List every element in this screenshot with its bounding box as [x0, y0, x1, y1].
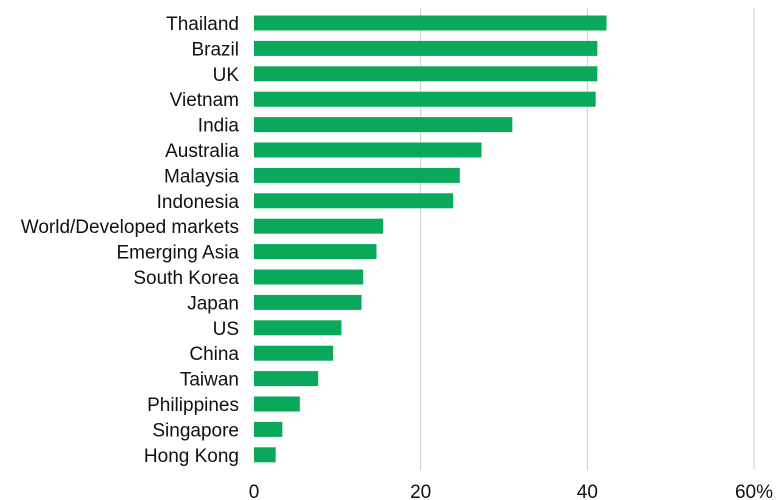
category-label: Malaysia [164, 166, 239, 187]
category-label: Taiwan [180, 370, 239, 391]
bar-vietnam [254, 91, 596, 107]
category-label: India [198, 116, 240, 137]
bar-brazil [254, 40, 598, 56]
category-label: Japan [187, 293, 239, 314]
category-label: China [189, 344, 239, 365]
bar-india [254, 117, 513, 133]
bar-emerging-asia [254, 244, 377, 260]
bar-world-developed-markets [254, 218, 384, 234]
bar-south-korea [254, 269, 364, 285]
x-tick-label: 20 [410, 482, 431, 500]
bar-hong-kong [254, 447, 276, 463]
bar-japan [254, 294, 362, 310]
category-labels: Thailand Brazil UK Vietnam India Australia Mal… [21, 14, 240, 467]
x-tick-label: 60% [735, 482, 773, 500]
gridlines [420, 8, 755, 470]
bar-malaysia [254, 167, 460, 183]
category-label: Brazil [191, 39, 239, 60]
category-label: Emerging Asia [116, 243, 239, 264]
category-label: Hong Kong [144, 446, 239, 467]
bar-philippines [254, 396, 300, 412]
category-label: Philippines [147, 395, 239, 416]
x-tick-label: 40 [577, 482, 598, 500]
category-label: World/Developed markets [21, 217, 239, 238]
category-label: Indonesia [157, 192, 240, 213]
bar-australia [254, 142, 482, 158]
x-axis-tick-labels: 0 20 40 60% [249, 482, 773, 500]
bar-taiwan [254, 371, 319, 387]
bar-indonesia [254, 193, 454, 209]
bar-uk [254, 66, 598, 82]
category-label: South Korea [133, 268, 239, 289]
category-label: UK [213, 65, 240, 86]
bars [254, 15, 607, 463]
bar-us [254, 320, 342, 336]
category-label: Thailand [166, 14, 239, 35]
category-label: US [213, 319, 239, 340]
bar-thailand [254, 15, 607, 31]
x-tick-label: 0 [249, 482, 260, 500]
category-label: Singapore [152, 420, 239, 441]
bar-singapore [254, 421, 283, 437]
category-label: Vietnam [170, 90, 239, 111]
bar-china [254, 345, 334, 361]
category-label: Australia [165, 141, 239, 162]
